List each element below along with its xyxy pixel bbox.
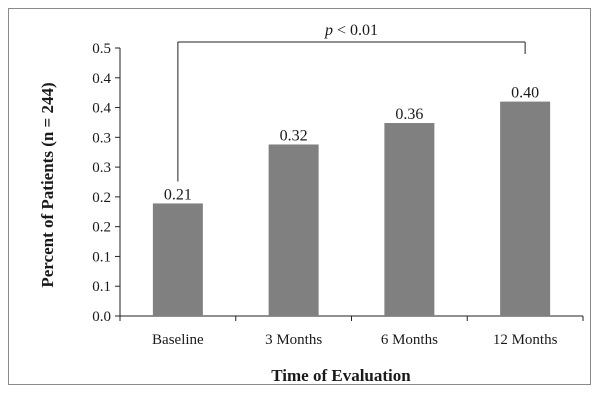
bar (384, 123, 435, 316)
data-label: 0.21 (164, 186, 192, 203)
y-tick-label: 0.4 (92, 101, 111, 117)
p-symbol: p (324, 22, 333, 39)
x-tick-label: Baseline (152, 332, 204, 348)
y-tick-label: 0.1 (92, 249, 111, 265)
bar (268, 144, 319, 316)
bar (152, 203, 203, 316)
x-axis: Baseline 3 Months 6 Months 12 Months (119, 315, 584, 348)
data-label: 0.32 (280, 127, 308, 144)
y-tick-label: 0.3 (92, 160, 111, 176)
p-threshold: < 0.01 (333, 22, 378, 39)
y-tick-label: 0.1 (92, 279, 111, 295)
y-tick-label: 0.2 (92, 220, 111, 236)
x-tick-label: 3 Months (265, 332, 322, 348)
bar (500, 101, 551, 316)
y-tick-label: 0.4 (92, 71, 111, 87)
x-axis-title: Time of Evaluation (271, 366, 411, 385)
y-tick-label: 0.3 (92, 130, 111, 146)
bars (152, 101, 551, 316)
x-tick-label: 6 Months (381, 332, 438, 348)
y-axis: 0.0 0.1 0.1 0.2 0.2 0.3 0.3 0.4 0.4 0.5 (92, 41, 121, 325)
y-tick-label: 0.5 (92, 41, 111, 57)
y-axis-title: Percent of Patients (n = 244) (38, 82, 57, 287)
data-labels: 0.21 0.32 0.36 0.40 (164, 85, 539, 204)
y-tick-label: 0.2 (92, 190, 111, 206)
significance-bracket: p < 0.01 (177, 22, 526, 182)
y-tick-label: 0.0 (92, 309, 111, 325)
data-label: 0.36 (395, 106, 423, 123)
data-label: 0.40 (511, 85, 539, 102)
p-value-annotation: p < 0.01 (324, 22, 378, 39)
x-tick-label: 12 Months (493, 332, 558, 348)
